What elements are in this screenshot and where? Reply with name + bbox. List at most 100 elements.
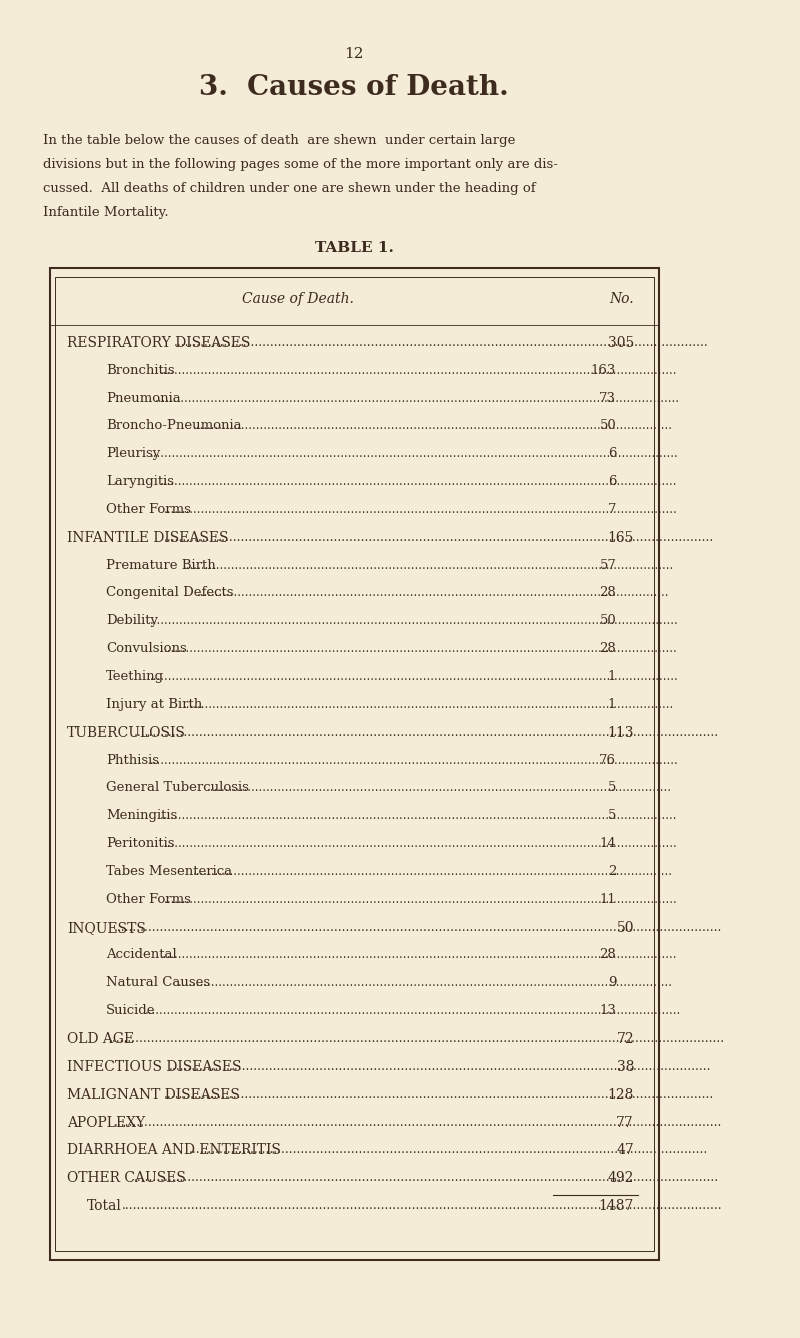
Text: 28: 28 [599,642,616,656]
Text: 6: 6 [608,447,616,460]
Text: ................................................................................: ........................................… [174,336,708,349]
Text: 50: 50 [599,614,616,628]
Text: 1: 1 [608,670,616,682]
Text: Broncho-Pneumonia: Broncho-Pneumonia [106,419,242,432]
Text: 11: 11 [599,892,616,906]
Text: ................................................................................: ........................................… [150,753,678,767]
Text: Phthisis: Phthisis [106,753,159,767]
Text: ................................................................................: ........................................… [207,781,672,795]
Bar [50,268,659,1260]
Text: Suicide: Suicide [106,1005,156,1017]
Text: 73: 73 [599,392,616,404]
Text: ................................................................................: ........................................… [164,1088,714,1101]
Text: Convulsions: Convulsions [106,642,187,656]
Text: ................................................................................: ........................................… [159,949,677,962]
Text: RESPIRATORY DISEASES: RESPIRATORY DISEASES [67,336,250,349]
Text: 128: 128 [608,1088,634,1101]
Text: INFECTIOUS DISEASES: INFECTIOUS DISEASES [67,1060,242,1074]
Text: ................................................................................: ........................................… [178,977,674,989]
Text: 72: 72 [616,1032,634,1046]
Text: Accidental: Accidental [106,949,177,962]
Text: ................................................................................: ........................................… [150,447,678,460]
Text: No.: No. [610,292,634,305]
Text: ................................................................................: ........................................… [183,559,674,571]
Text: 57: 57 [599,559,616,571]
Text: ................................................................................: ........................................… [122,1199,723,1212]
Text: ................................................................................: ........................................… [145,1005,682,1017]
Text: APOPLEXY: APOPLEXY [67,1116,146,1129]
Text: ................................................................................: ........................................… [193,864,673,878]
Text: Other Forms: Other Forms [106,892,191,906]
Text: Premature Birth: Premature Birth [106,559,216,571]
Text: ................................................................................: ........................................… [183,698,674,710]
Text: 12: 12 [345,47,364,60]
Text: ................................................................................: ........................................… [169,1060,711,1073]
Text: divisions but in the following pages some of the more important only are dis-: divisions but in the following pages som… [42,158,558,171]
Text: 76: 76 [599,753,616,767]
Text: OLD AGE: OLD AGE [67,1032,134,1046]
Text: 14: 14 [599,838,616,850]
Text: ................................................................................: ........................................… [109,1032,726,1045]
Text: 77: 77 [616,1116,634,1129]
Text: Natural Causes: Natural Causes [106,977,210,989]
Text: 47: 47 [616,1144,634,1157]
Text: Total: Total [86,1199,122,1214]
Text: TABLE 1.: TABLE 1. [314,241,394,254]
Text: 492: 492 [608,1171,634,1185]
Text: OTHER CAUSES: OTHER CAUSES [67,1171,186,1185]
Text: ................................................................................: ........................................… [150,670,678,682]
Text: ................................................................................: ........................................… [114,921,722,934]
Text: 50: 50 [617,921,634,935]
Text: 305: 305 [608,336,634,349]
Text: ................................................................................: ........................................… [164,838,678,850]
Text: Injury at Birth: Injury at Birth [106,698,202,710]
Text: MALIGNANT DISEASES: MALIGNANT DISEASES [67,1088,240,1101]
Bar [54,277,654,1251]
Text: ................................................................................: ........................................… [159,809,677,823]
Text: 28: 28 [599,586,616,599]
Text: Pleurisy: Pleurisy [106,447,161,460]
Text: 5: 5 [608,781,616,795]
Text: Meningitis: Meningitis [106,809,178,823]
Text: Peritonitis: Peritonitis [106,838,174,850]
Text: 38: 38 [617,1060,634,1074]
Text: ................................................................................: ........................................… [198,586,670,599]
Text: 5: 5 [608,809,616,823]
Text: TUBERCULOSIS: TUBERCULOSIS [67,725,186,740]
Text: ................................................................................: ........................................… [114,1116,722,1128]
Text: Debility: Debility [106,614,158,628]
Text: 1: 1 [608,698,616,710]
Text: 6: 6 [608,475,616,488]
Text: 13: 13 [599,1005,616,1017]
Text: 7: 7 [608,503,616,516]
Text: ................................................................................: ........................................… [134,1171,719,1184]
Text: Tabes Mesenterica: Tabes Mesenterica [106,864,232,878]
Text: ................................................................................: ........................................… [150,614,678,628]
Text: DIARRHOEA AND ENTERITIS: DIARRHOEA AND ENTERITIS [67,1144,281,1157]
Text: 9: 9 [608,977,616,989]
Text: Pneumonia: Pneumonia [106,392,181,404]
Text: ................................................................................: ........................................… [164,531,714,543]
Text: Congenital Defects: Congenital Defects [106,586,234,599]
Text: 50: 50 [599,419,616,432]
Text: Teething: Teething [106,670,164,682]
Text: ................................................................................: ........................................… [189,1144,708,1156]
Text: Other Forms: Other Forms [106,503,191,516]
Text: Infantile Mortality.: Infantile Mortality. [42,206,168,219]
Text: ................................................................................: ........................................… [164,892,678,906]
Text: ................................................................................: ........................................… [154,392,680,404]
Text: Bronchitis: Bronchitis [106,364,175,377]
Text: 28: 28 [599,949,616,962]
Text: ................................................................................: ........................................… [159,475,677,488]
Text: 163: 163 [591,364,616,377]
Text: Laryngitis: Laryngitis [106,475,174,488]
Text: 113: 113 [607,725,634,740]
Text: 3.  Causes of Death.: 3. Causes of Death. [199,74,509,100]
Text: General Tuberculosis: General Tuberculosis [106,781,249,795]
Text: cussed.  All deaths of children under one are shewn under the heading of: cussed. All deaths of children under one… [42,182,535,195]
Text: INQUESTS: INQUESTS [67,921,146,935]
Text: ................................................................................: ........................................… [164,642,678,656]
Text: INFANTILE DISEASES: INFANTILE DISEASES [67,531,229,545]
Text: ................................................................................: ........................................… [164,503,678,516]
Text: In the table below the causes of death  are shewn  under certain large: In the table below the causes of death a… [42,134,515,147]
